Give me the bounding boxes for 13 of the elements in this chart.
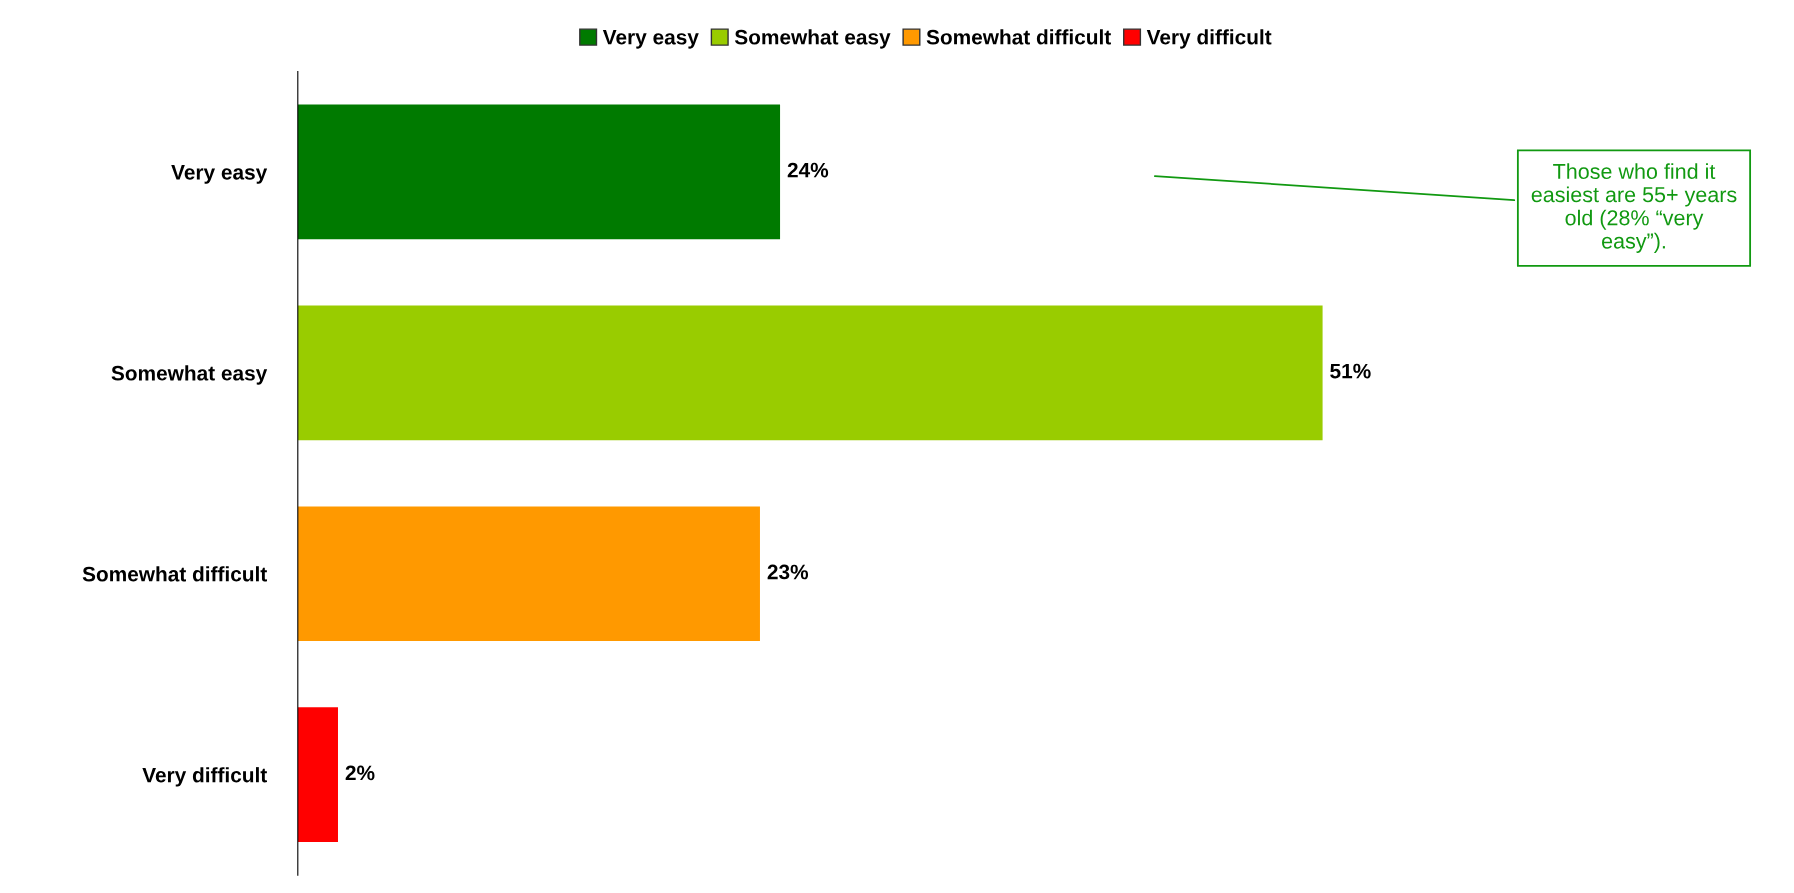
legend-label: Very easy: [602, 30, 699, 49]
data-label: 23%: [767, 564, 809, 580]
text: Those who find it easiest are 55+ years old (28% “very easy”).: [1531, 163, 1737, 253]
data-label: 2%: [345, 765, 375, 781]
y-tick-label: Very easy: [171, 165, 268, 184]
y-tick-label: Somewhat difficult: [82, 566, 268, 582]
data-label: 51%: [1330, 363, 1371, 379]
legend-label: Somewhat easy: [734, 29, 891, 49]
data-label: 24%: [787, 162, 829, 178]
legend-label: Somewhat difficult: [926, 29, 1111, 45]
y-tick-label: Very difficult: [142, 767, 267, 787]
legend-label: Very difficult: [1146, 29, 1272, 49]
y-tick-label: Somewhat easy: [111, 365, 268, 385]
